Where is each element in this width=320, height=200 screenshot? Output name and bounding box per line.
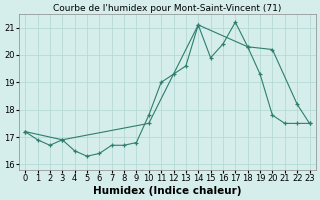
Title: Courbe de l'humidex pour Mont-Saint-Vincent (71): Courbe de l'humidex pour Mont-Saint-Vinc… xyxy=(53,4,282,13)
X-axis label: Humidex (Indice chaleur): Humidex (Indice chaleur) xyxy=(93,186,242,196)
